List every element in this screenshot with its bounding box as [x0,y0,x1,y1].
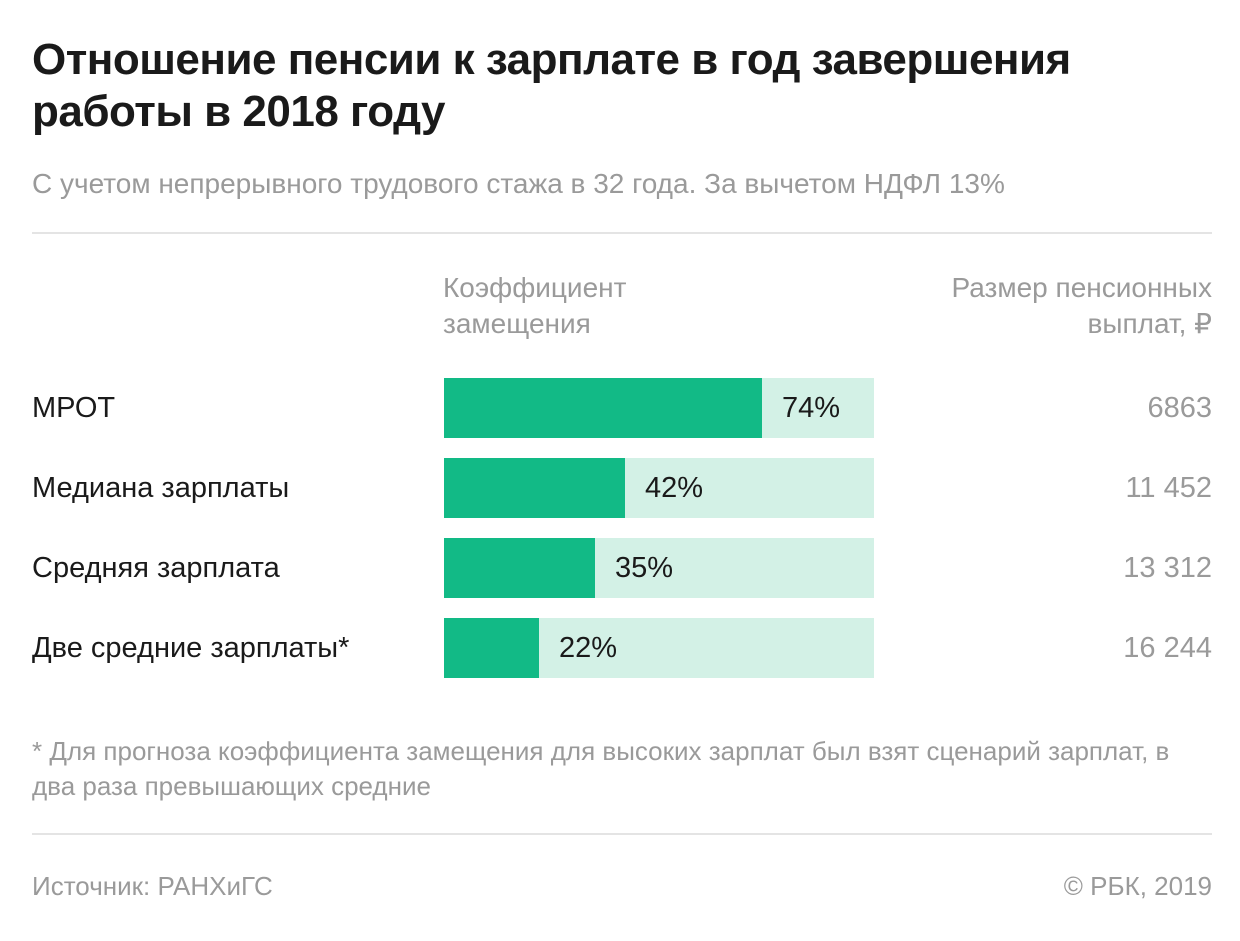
chart-title: Отношение пенсии к зарплате в год заверш… [32,35,1071,136]
bar-track: 35% [444,538,874,598]
data-label: 35% [615,552,674,584]
source-note: Источник: РАНХиГС [32,871,273,901]
category-label: Средняя зарплата [32,552,280,584]
bar [444,378,762,438]
data-label: 22% [559,632,618,664]
bar [444,538,595,598]
chart-subtitle: С учетом непрерывного трудового стажа в … [32,168,1005,199]
column-header-payments: Размер пенсионных выплат, ₽ [951,272,1212,339]
bar [444,618,539,678]
divider-bottom [32,833,1212,835]
bar-track: 42% [444,458,874,518]
column-header-coefficient: Коэффициент замещения [443,272,627,339]
bar-track: 22% [444,618,874,678]
payment-value: 16 244 [1123,632,1212,664]
category-label: Медиана зарплаты [32,472,290,504]
copyright-note: © РБК, 2019 [1063,871,1212,901]
category-label: Две средние зарплаты* [32,632,350,664]
category-label: МРОТ [32,392,116,424]
payment-value: 6863 [1147,392,1212,424]
divider-top [32,232,1212,234]
data-label: 42% [645,472,704,504]
payment-value: 11 452 [1125,472,1212,504]
bar [444,458,625,518]
data-label: 74% [782,392,841,424]
bar-track: 74% [444,378,874,438]
payment-value: 13 312 [1123,552,1212,584]
footnote: * Для прогноза коэффициента замещения дл… [32,736,1170,801]
